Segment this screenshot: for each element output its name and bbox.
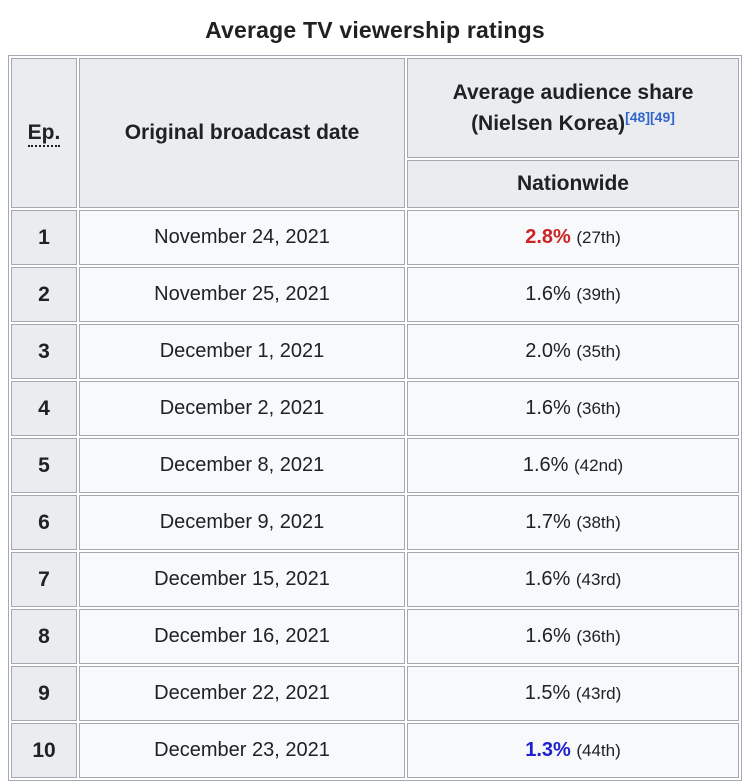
table-row: 2 November 25, 2021 1.6% (39th) — [11, 267, 739, 322]
broadcast-date: December 9, 2021 — [79, 495, 405, 550]
table-body: 1 November 24, 2021 2.8% (27th) 2 Novemb… — [11, 210, 739, 778]
episode-number: 6 — [11, 495, 77, 550]
episode-number: 3 — [11, 324, 77, 379]
column-header-audience-share: Average audience share (Nielsen Korea)[4… — [407, 58, 739, 158]
broadcast-date: November 24, 2021 — [79, 210, 405, 265]
rating-value: 1.6% — [525, 283, 571, 305]
episode-number: 7 — [11, 552, 77, 607]
rating-rank: (36th) — [576, 399, 621, 418]
episode-number: 5 — [11, 438, 77, 493]
rating-rank: (38th) — [576, 513, 621, 532]
rating-rank: (35th) — [576, 342, 621, 361]
table-row: 9 December 22, 2021 1.5% (43rd) — [11, 666, 739, 721]
table-row: 4 December 2, 2021 1.6% (36th) — [11, 381, 739, 436]
episode-number: 8 — [11, 609, 77, 664]
episode-number: 4 — [11, 381, 77, 436]
rating-rank: (39th) — [576, 285, 621, 304]
table-row: 3 December 1, 2021 2.0% (35th) — [11, 324, 739, 379]
reference-superscript: [48][49] — [625, 109, 675, 125]
rating-cell: 2.0% (35th) — [407, 324, 739, 379]
rating-value: 1.6% — [524, 568, 571, 590]
table-row: 5 December 8, 2021 1.6% (42nd) — [11, 438, 739, 493]
episode-number: 1 — [11, 210, 77, 265]
viewership-ratings-table: Ep. Original broadcast date Average audi… — [8, 55, 742, 781]
rating-rank: (36th) — [576, 627, 621, 646]
column-header-broadcast-date: Original broadcast date — [79, 58, 405, 208]
rating-value: 1.6% — [525, 397, 571, 419]
rating-cell: 1.7% (38th) — [407, 495, 739, 550]
rating-rank: (44th) — [576, 741, 621, 760]
rating-cell: 1.6% (43rd) — [407, 552, 739, 607]
broadcast-date: December 22, 2021 — [79, 666, 405, 721]
broadcast-date: December 16, 2021 — [79, 609, 405, 664]
rating-rank: (27th) — [576, 228, 621, 247]
table-caption: Average TV viewership ratings — [205, 17, 545, 43]
table-row: 6 December 9, 2021 1.7% (38th) — [11, 495, 739, 550]
rating-cell: 1.5% (43rd) — [407, 666, 739, 721]
rating-rank: (43rd) — [575, 684, 622, 703]
column-header-episode: Ep. — [11, 58, 77, 208]
broadcast-date: November 25, 2021 — [79, 267, 405, 322]
rating-value: 1.6% — [525, 625, 571, 647]
rating-cell: 1.6% (42nd) — [407, 438, 739, 493]
table-row: 10 December 23, 2021 1.3% (44th) — [11, 723, 739, 778]
table-row: 1 November 24, 2021 2.8% (27th) — [11, 210, 739, 265]
broadcast-date: December 15, 2021 — [79, 552, 405, 607]
rating-rank: (43rd) — [575, 570, 622, 589]
audience-share-label-line1: Average audience share — [452, 81, 694, 104]
rating-value: 1.3% — [525, 739, 571, 761]
broadcast-date: December 2, 2021 — [79, 381, 405, 436]
rating-cell: 1.6% (36th) — [407, 381, 739, 436]
rating-cell: 1.6% (36th) — [407, 609, 739, 664]
audience-share-label-line2: (Nielsen Korea) — [471, 112, 626, 135]
episode-abbreviation: Ep. — [27, 121, 61, 147]
table-row: 8 December 16, 2021 1.6% (36th) — [11, 609, 739, 664]
rating-cell: 2.8% (27th) — [407, 210, 739, 265]
episode-number: 2 — [11, 267, 77, 322]
table-row: 7 December 15, 2021 1.6% (43rd) — [11, 552, 739, 607]
broadcast-date: December 1, 2021 — [79, 324, 405, 379]
rating-rank: (42nd) — [574, 456, 624, 475]
rating-value: 2.8% — [525, 226, 571, 248]
rating-value: 1.6% — [522, 454, 569, 476]
broadcast-date: December 8, 2021 — [79, 438, 405, 493]
rating-value: 1.7% — [525, 511, 571, 533]
episode-number: 9 — [11, 666, 77, 721]
reference-49-link[interactable]: [49] — [650, 109, 675, 125]
rating-value: 1.5% — [524, 682, 571, 704]
rating-cell: 1.6% (39th) — [407, 267, 739, 322]
rating-cell: 1.3% (44th) — [407, 723, 739, 778]
episode-number: 10 — [11, 723, 77, 778]
reference-48-link[interactable]: [48] — [625, 109, 651, 125]
broadcast-date: December 23, 2021 — [79, 723, 405, 778]
column-header-nationwide: Nationwide — [407, 160, 739, 208]
rating-value: 2.0% — [525, 340, 571, 362]
